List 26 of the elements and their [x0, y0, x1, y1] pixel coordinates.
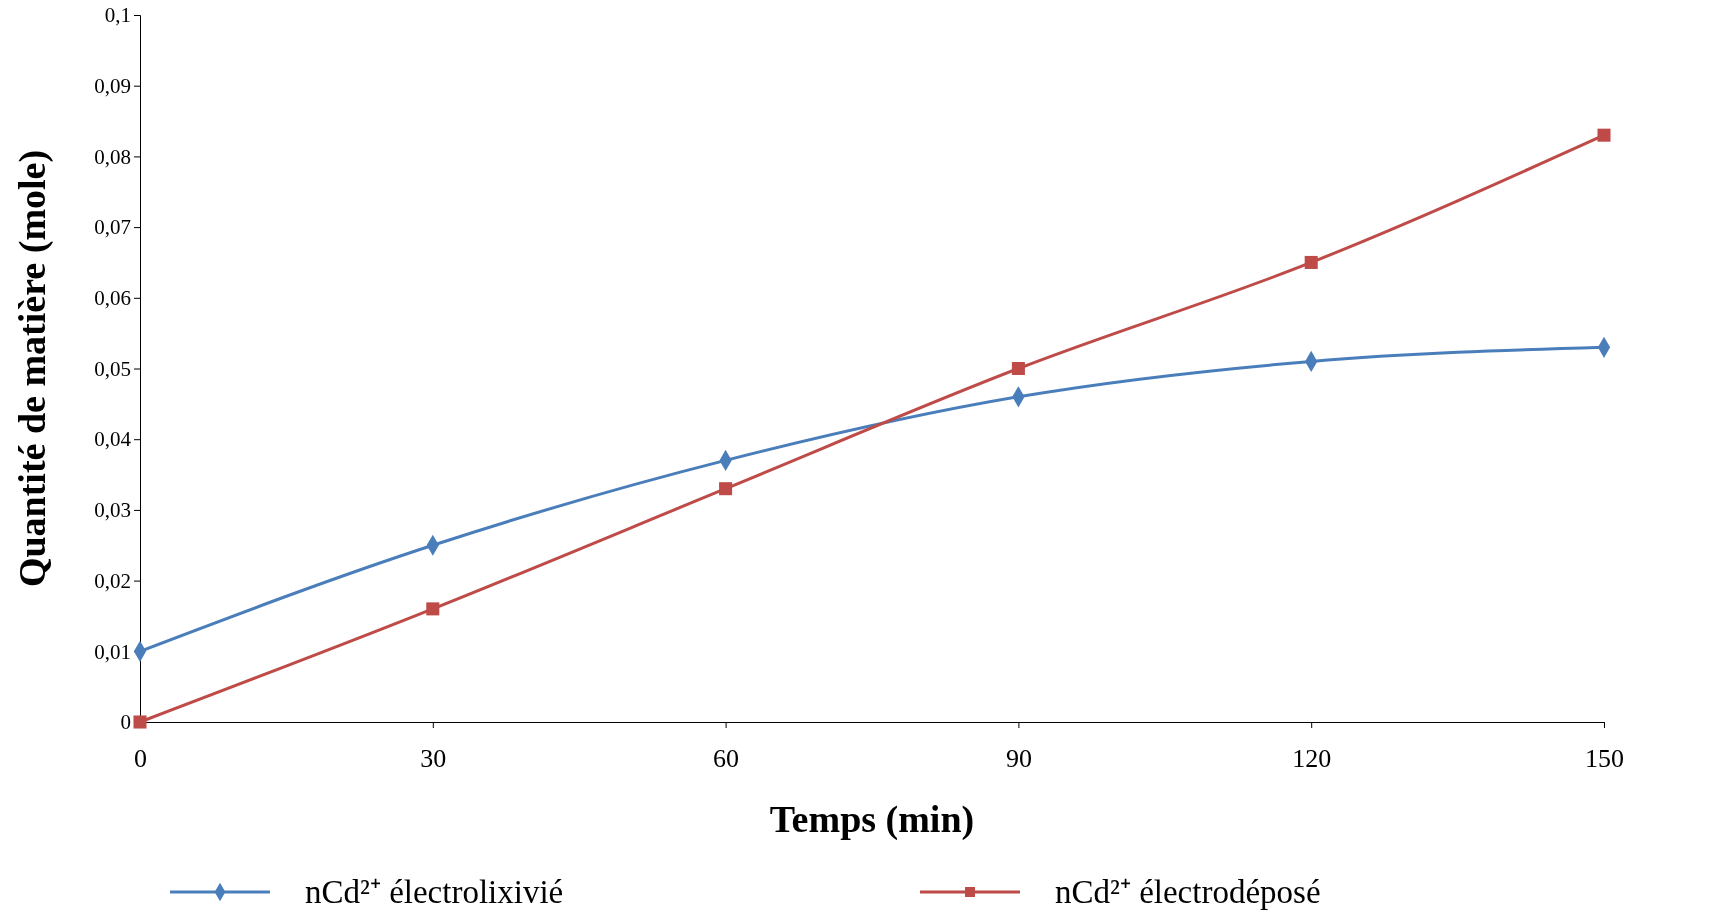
y-tick-label: 0,06: [94, 286, 131, 311]
x-tick-label: 30: [420, 744, 447, 774]
x-tick-label: 90: [1005, 744, 1032, 774]
x-tick-label: 120: [1292, 744, 1332, 774]
y-tick-label: 0,01: [94, 639, 131, 664]
point: [1011, 361, 1025, 376]
point: [1304, 255, 1318, 269]
y-tick-label: 0,05: [94, 356, 131, 381]
y-tick-label: 0,03: [94, 498, 131, 523]
x-tick-label: 150: [1585, 744, 1624, 774]
point: [133, 715, 147, 729]
y-tick-label: 0,08: [94, 144, 131, 169]
y-axis-title: Quantité de matière (mole): [11, 149, 54, 588]
legend-label: nCd²⁺ électrodéposé: [1055, 874, 1321, 910]
x-tick-label: 60: [713, 744, 740, 774]
y-tick-label: 0,09: [94, 73, 131, 98]
y-tick-label: 0,07: [94, 215, 131, 240]
y-tick-label: 0,1: [104, 3, 131, 28]
x-axis-title: Temps (min): [769, 798, 975, 841]
y-tick-label: 0,02: [94, 568, 131, 593]
point: [719, 482, 733, 496]
y-tick-label: 0: [120, 710, 131, 735]
point: [1597, 128, 1611, 142]
y-tick-label: 0,04: [94, 427, 132, 452]
point: [426, 602, 440, 616]
legend-label: nCd²⁺ électrolixivié: [305, 874, 564, 910]
